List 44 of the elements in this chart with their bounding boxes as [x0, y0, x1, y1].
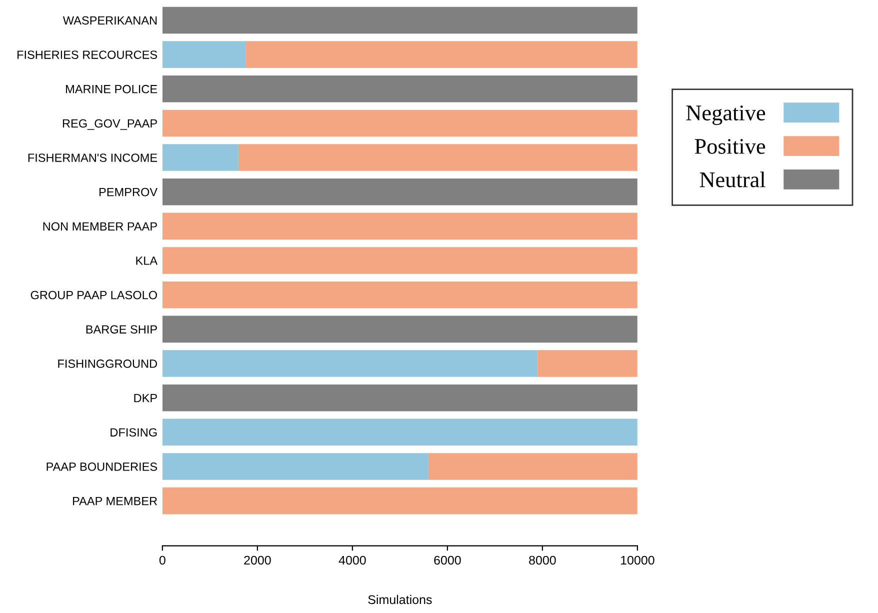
legend-label: Negative [686, 106, 766, 126]
y-tick-label: FISHERIES RECOURCES [18, 50, 158, 59]
bar [162, 453, 428, 480]
bar [162, 281, 638, 308]
y-tick-label: PEMPROV [99, 188, 158, 196]
y-tick-label: NON MEMBER PAAP [43, 222, 157, 231]
x-tick-label: 10000 [621, 556, 654, 565]
y-tick-label: REG_GOV_PAAP [62, 119, 157, 130]
bar [162, 41, 246, 68]
bar [162, 316, 638, 343]
x-tick-label: 0 [159, 556, 166, 565]
y-tick-label: PAAP BOUNDERIES [46, 462, 158, 471]
bar [162, 487, 638, 514]
bar [162, 247, 638, 274]
y-tick-label: FISHINGGROUND [58, 360, 158, 368]
bar [238, 144, 638, 171]
legend-label: Neutral [700, 172, 766, 188]
bar [162, 144, 238, 171]
x-tick-label: 6000 [434, 556, 461, 565]
y-tick-label: PAAP MEMBER [73, 496, 158, 506]
bar [162, 384, 638, 412]
y-tick-label: DKP [134, 394, 157, 402]
legend-label: Positive [694, 138, 766, 154]
bar [162, 6, 638, 34]
y-tick-label: GROUP PAAP LASOLO [30, 290, 158, 300]
y-tick-label: WASPERIKANAN [62, 16, 157, 25]
bar [246, 41, 638, 68]
bar [162, 75, 638, 102]
bar [162, 212, 638, 240]
y-tick-label: MARINE POLICE [66, 84, 158, 94]
bar [162, 418, 638, 446]
y-tick-label: KLA [136, 256, 158, 265]
bar [162, 178, 638, 206]
y-tick-label: FISHERMAN'S INCOME [28, 154, 158, 162]
bar [162, 110, 638, 137]
bar [428, 453, 638, 480]
y-tick-label: DFISING [110, 428, 157, 437]
x-tick-label: 2000 [244, 556, 271, 565]
x-tick-label: 4000 [338, 556, 366, 565]
x-axis-title: Simulations [368, 594, 432, 604]
bar [162, 350, 538, 377]
bar [538, 350, 638, 377]
y-tick-label: BARGE SHIP [86, 325, 157, 334]
x-tick-label: 8000 [529, 556, 556, 565]
